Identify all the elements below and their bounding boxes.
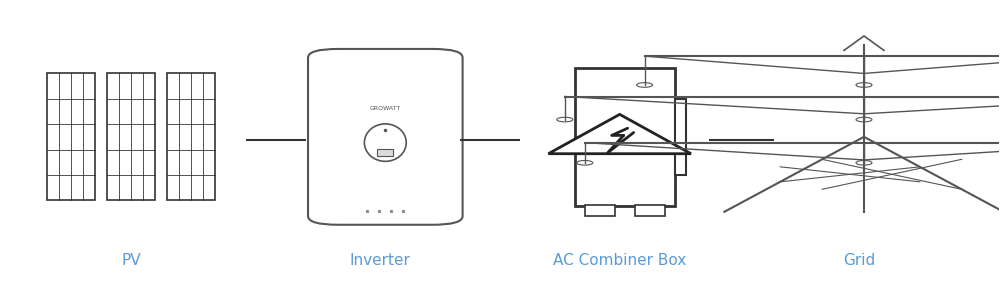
Text: Inverter: Inverter <box>350 253 411 268</box>
FancyBboxPatch shape <box>167 73 215 200</box>
Circle shape <box>557 117 573 122</box>
FancyBboxPatch shape <box>635 205 665 216</box>
FancyBboxPatch shape <box>107 73 155 200</box>
Circle shape <box>856 117 872 122</box>
FancyBboxPatch shape <box>377 149 393 156</box>
FancyBboxPatch shape <box>575 68 675 206</box>
FancyBboxPatch shape <box>47 73 95 200</box>
Ellipse shape <box>364 124 406 161</box>
Circle shape <box>856 161 872 165</box>
Polygon shape <box>548 114 691 154</box>
Circle shape <box>637 83 653 87</box>
Text: Grid: Grid <box>843 253 875 268</box>
FancyBboxPatch shape <box>308 49 463 225</box>
FancyBboxPatch shape <box>585 205 615 216</box>
Text: AC Combiner Box: AC Combiner Box <box>553 253 686 268</box>
Circle shape <box>577 161 593 165</box>
Circle shape <box>856 83 872 87</box>
Text: GROWATT: GROWATT <box>370 106 401 111</box>
Text: PV: PV <box>121 253 141 268</box>
FancyBboxPatch shape <box>675 99 686 175</box>
